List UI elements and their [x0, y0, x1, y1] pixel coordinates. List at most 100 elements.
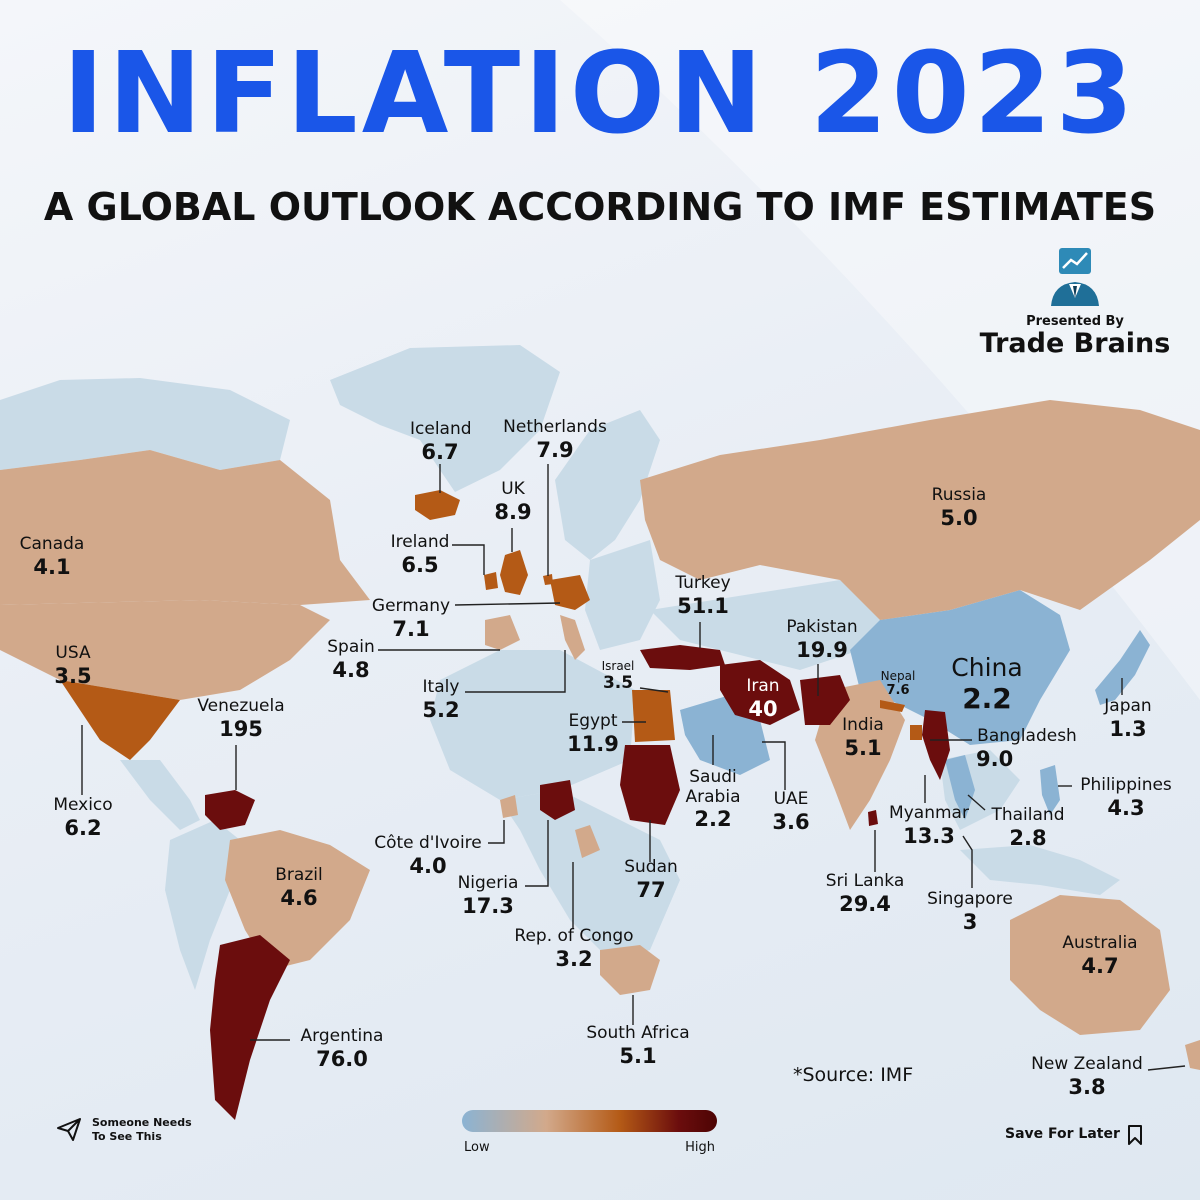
central-africa-shape	[500, 790, 680, 960]
leader-israel	[639, 687, 669, 693]
china-shape	[850, 590, 1070, 745]
legend-gradient-bar	[462, 1110, 717, 1132]
congo-shape	[575, 825, 600, 858]
country-value: 40	[748, 696, 778, 721]
country-name: Rep. of Congo	[514, 926, 634, 946]
label-cote-divoire: Côte d'Ivoire 4.0	[372, 833, 484, 878]
share-line-2: To See This	[92, 1130, 162, 1144]
share-button[interactable]: Someone Needs To See This	[56, 1116, 192, 1146]
philippines-shape	[1040, 765, 1060, 815]
leader-ireland	[452, 544, 485, 575]
country-name: Côte d'Ivoire	[374, 833, 482, 853]
greenland-shape	[330, 345, 560, 492]
label-sudan: Sudan 77	[620, 857, 682, 902]
country-value: 3.2	[555, 946, 593, 971]
spain-shape	[485, 615, 520, 650]
country-value: 17.3	[462, 893, 514, 918]
country-value: 7.9	[536, 437, 574, 462]
country-value: 77	[636, 877, 666, 902]
label-myanmar: Myanmar 13.3	[884, 803, 974, 848]
country-value: 2.8	[1009, 825, 1047, 850]
country-value: 3.8	[1068, 1074, 1106, 1099]
label-iceland: Iceland 6.7	[410, 419, 472, 464]
label-australia: Australia 4.7	[1054, 933, 1146, 978]
legend-low-label: Low	[464, 1140, 490, 1155]
country-value: 13.3	[903, 823, 955, 848]
country-value: 19.9	[796, 637, 848, 662]
country-value: 5.0	[940, 505, 978, 530]
label-pakistan: Pakistan 19.9	[778, 617, 866, 662]
country-name: Turkey	[675, 573, 731, 593]
pakistan-shape	[800, 675, 850, 725]
europe-east-shape	[585, 540, 660, 650]
canada-shape	[0, 450, 370, 605]
country-name: Italy	[422, 677, 460, 697]
label-south-africa: South Africa 5.1	[582, 1023, 694, 1068]
share-line-1: Someone Needs	[92, 1116, 192, 1129]
label-new-zealand: New Zealand 3.8	[1028, 1054, 1146, 1099]
country-name: Iran	[746, 676, 780, 696]
paper-plane-icon	[57, 1118, 81, 1141]
country-value: 4.3	[1107, 795, 1145, 820]
country-value: 4.1	[33, 554, 71, 579]
label-argentina: Argentina 76.0	[294, 1026, 390, 1071]
country-value: 3.5	[602, 672, 634, 693]
scandinavia-shape	[555, 410, 660, 560]
label-thailand: Thailand 2.8	[986, 805, 1070, 850]
mexico-shape	[60, 680, 180, 760]
country-value: 7.6	[886, 682, 910, 698]
label-germany: Germany 7.1	[370, 596, 452, 641]
label-saudi-arabia: Saudi Arabia 2.2	[680, 767, 746, 831]
leader-uae	[762, 741, 786, 790]
label-egypt: Egypt 11.9	[560, 711, 626, 756]
country-name: Pakistan	[786, 617, 858, 637]
country-name: Germany	[371, 596, 451, 616]
country-name: Venezuela	[197, 696, 285, 716]
share-text: Someone Needs To See This	[92, 1116, 212, 1145]
country-name: South Africa	[586, 1023, 690, 1043]
background-swoosh	[560, 0, 1200, 700]
country-name: Russia	[931, 485, 987, 505]
egypt-shape	[632, 690, 675, 742]
country-value: 4.8	[332, 657, 370, 682]
country-name: Thailand	[991, 805, 1065, 825]
country-name: Australia	[1062, 933, 1138, 953]
save-label[interactable]: Save For Later	[1005, 1126, 1120, 1142]
country-value: 8.9	[494, 499, 532, 524]
country-name: China	[951, 653, 1023, 682]
country-name: Myanmar	[889, 803, 969, 823]
myanmar-shape	[922, 710, 950, 780]
country-value: 2.2	[962, 681, 1012, 715]
indonesia-shape	[960, 845, 1120, 895]
country-name: Nepal	[880, 669, 916, 683]
cote-divoire-shape	[500, 795, 518, 818]
country-value: 76.0	[316, 1046, 368, 1071]
country-name: Philippines	[1080, 775, 1172, 795]
italy-shape	[560, 615, 585, 660]
bookmark-icon[interactable]	[1127, 1124, 1143, 1146]
businessman-chart-icon	[1051, 248, 1099, 306]
iran-shape	[720, 660, 800, 725]
color-legend: Low High	[462, 1110, 717, 1160]
label-russia: Russia 5.0	[912, 485, 1006, 530]
country-name: Egypt	[568, 711, 618, 731]
brand-block: Presented By Trade Brains	[970, 246, 1180, 359]
page-subtitle: A GLOBAL OUTLOOK ACCORDING TO IMF ESTIMA…	[43, 185, 1157, 229]
arctic-canada-shape	[0, 378, 290, 470]
leader-lines	[81, 464, 1186, 1071]
label-nigeria: Nigeria 17.3	[452, 873, 524, 918]
country-value: 6.2	[64, 815, 102, 840]
netherlands-shape	[543, 574, 553, 585]
country-name: Iceland	[410, 419, 472, 439]
country-name: Netherlands	[503, 417, 607, 437]
country-name: Canada	[19, 534, 85, 554]
label-netherlands: Netherlands 7.9	[500, 417, 610, 462]
thailand-shape	[945, 755, 975, 820]
country-name: Mexico	[53, 795, 113, 815]
label-israel: Israel 3.5	[596, 659, 640, 693]
leader-thailand	[967, 794, 986, 811]
leader-new-zealand	[1147, 1065, 1186, 1071]
presented-by-label: Presented By	[1026, 314, 1124, 329]
turkey-shape	[640, 645, 725, 670]
